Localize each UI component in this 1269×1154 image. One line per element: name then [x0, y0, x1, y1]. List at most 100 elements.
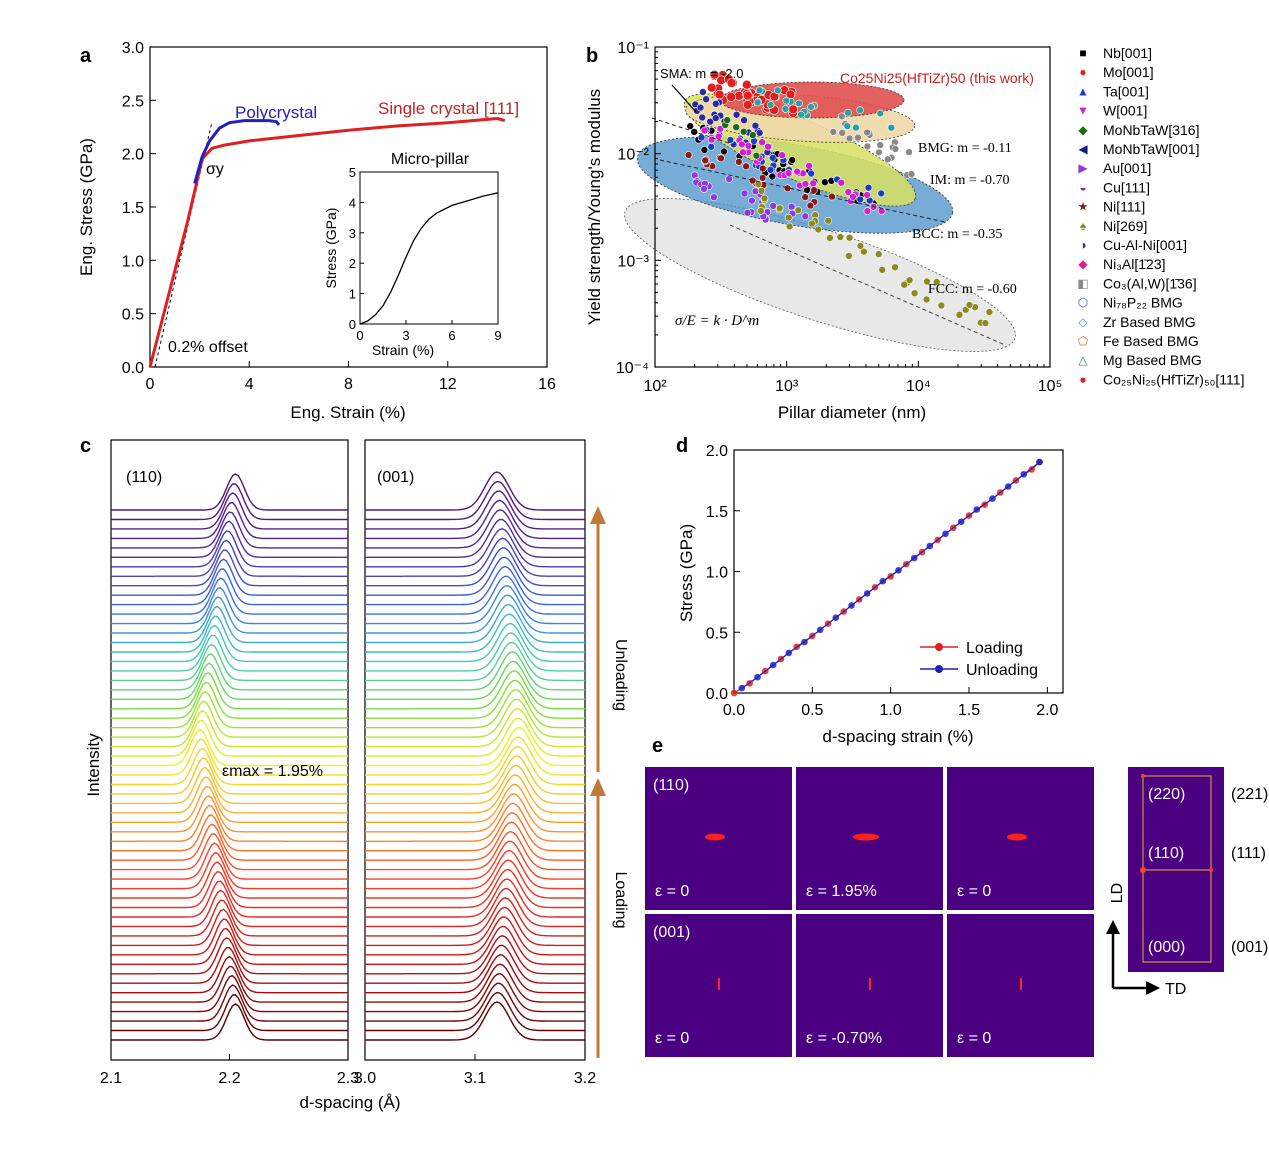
data-point: [801, 193, 810, 201]
legend-marker: ⬡: [1078, 296, 1088, 310]
diffraction-curve: [111, 994, 348, 1032]
data-point: [769, 91, 780, 102]
diffraction-curve: [365, 840, 585, 880]
data-point: [837, 178, 846, 187]
inset-ytick-label: 0: [349, 317, 356, 332]
diffraction-curve: [111, 870, 348, 909]
diffraction-curve: [365, 963, 585, 1003]
strain-label: ε = 0: [957, 1030, 991, 1047]
data-point: [863, 142, 872, 151]
d-ytick-label: 0.5: [706, 625, 728, 642]
data-point: [758, 138, 766, 146]
unloading-point: [785, 649, 793, 657]
diffraction-curve: [111, 530, 348, 568]
data-point: [844, 252, 853, 260]
inset-frame: [359, 171, 499, 325]
diffraction-curve: [365, 613, 585, 653]
c-xtick-label: 3.2: [574, 1070, 596, 1087]
b-xtick-label: 10³: [775, 378, 799, 395]
data-point: [932, 278, 941, 286]
data-point: [711, 114, 720, 122]
legend-entry: Fe Based BMG: [1103, 333, 1199, 349]
diffraction-curve: [365, 708, 585, 748]
panel-b-axes: 10² 10³ 10⁴ 10⁵ 10⁻⁴ 10⁻³ 10⁻² 10⁻¹: [616, 40, 1062, 395]
diffraction-curve: [365, 812, 585, 852]
data-point: [752, 151, 761, 160]
panel-d-legend: Loading Unloading: [920, 640, 1038, 679]
diffraction-curve: [111, 861, 348, 899]
legend-marker: ●: [1079, 65, 1086, 79]
diffraction-curve: [365, 982, 585, 1022]
data-point: [856, 106, 864, 114]
loading-arrow: [590, 778, 606, 1058]
data-point: [981, 319, 990, 327]
panel-d-axes: 0.0 0.5 1.0 1.5 2.0 0.0 0.5 1.0 1.5 2.0: [706, 443, 1059, 719]
c-xtick-label: 2.2: [218, 1070, 240, 1087]
data-point: [726, 92, 736, 102]
legend-marker: ■: [1079, 46, 1086, 60]
data-point: [801, 212, 810, 221]
panel-label-b: b: [586, 45, 598, 67]
loading-point: [1028, 466, 1035, 473]
diffraction-curve: [365, 745, 585, 786]
data-point: [877, 189, 886, 198]
data-point: [808, 219, 816, 228]
legend-entry: Zr Based BMG: [1103, 314, 1196, 330]
offset-label: 0.2% offset: [168, 339, 248, 356]
inset-xtick-label: 9: [494, 328, 501, 343]
diffraction-curve: [365, 622, 585, 663]
diffraction-curve: [111, 757, 348, 795]
grid-label-110: (110): [1148, 845, 1184, 862]
diffraction-curve: [365, 651, 585, 691]
data-point: [748, 131, 757, 139]
inset-ytick-label: 2: [349, 256, 356, 271]
legend-entry: Co₃(Al,W)[1̄36]: [1103, 275, 1197, 291]
legend-entry: W[001]: [1103, 103, 1147, 119]
data-point: [709, 69, 720, 80]
data-point: [907, 170, 916, 178]
legend-marker: ♠: [1080, 219, 1087, 233]
diffraction-curve: [111, 794, 348, 833]
data-point: [700, 146, 709, 154]
b-xtick-label: 10⁵: [1038, 378, 1062, 395]
a-ytick-label: 0.0: [122, 360, 144, 377]
panel-c-chart: 2.1 2.2 2.33.0 3.1 3.2 (110) (001) d-spacing…: [84, 439, 629, 1112]
sma-fit: [651, 117, 736, 146]
data-point: [732, 110, 741, 119]
diffraction-curve: [111, 539, 348, 577]
diffraction-curve: [111, 918, 348, 956]
panel-b-fit-lines: [651, 117, 1006, 346]
diffraction-curve: [111, 709, 348, 748]
data-point: [700, 126, 709, 135]
sma-label: SMA: m = -2.0: [660, 66, 743, 81]
data-point: [878, 265, 887, 274]
diffraction-curve: [365, 641, 585, 682]
diffraction-curve: [365, 944, 585, 984]
eps-max-label: εmax = 1.95%: [222, 763, 323, 780]
strain-label: ε = 0: [957, 883, 991, 900]
data-point: [905, 148, 913, 156]
diffraction-spot: [853, 833, 879, 841]
diffraction-curve: [111, 520, 348, 558]
data-point: [699, 88, 707, 96]
diffraction-curve: [365, 991, 585, 1032]
data-point: [856, 242, 865, 250]
panel-d-xlabel: d-spacing strain (%): [822, 727, 973, 746]
data-point: [754, 180, 763, 188]
b-ytick-label: 10⁻⁴: [616, 360, 649, 377]
data-point: [828, 192, 836, 201]
unloading-point: [801, 638, 808, 646]
diffraction-curve: [111, 984, 348, 1022]
diffraction-curve: [365, 868, 585, 909]
data-point: [743, 208, 752, 217]
data-point: [900, 280, 909, 289]
data-point: [775, 204, 784, 213]
data-point: [778, 151, 786, 159]
legend-marker: ◆: [1078, 123, 1088, 137]
diffraction-curve: [111, 568, 348, 606]
data-point: [891, 263, 899, 272]
d-xtick-label: 2.0: [1036, 702, 1058, 719]
legend-entry: Mo[001]: [1103, 64, 1154, 80]
data-point: [768, 172, 777, 181]
data-point: [740, 189, 749, 198]
